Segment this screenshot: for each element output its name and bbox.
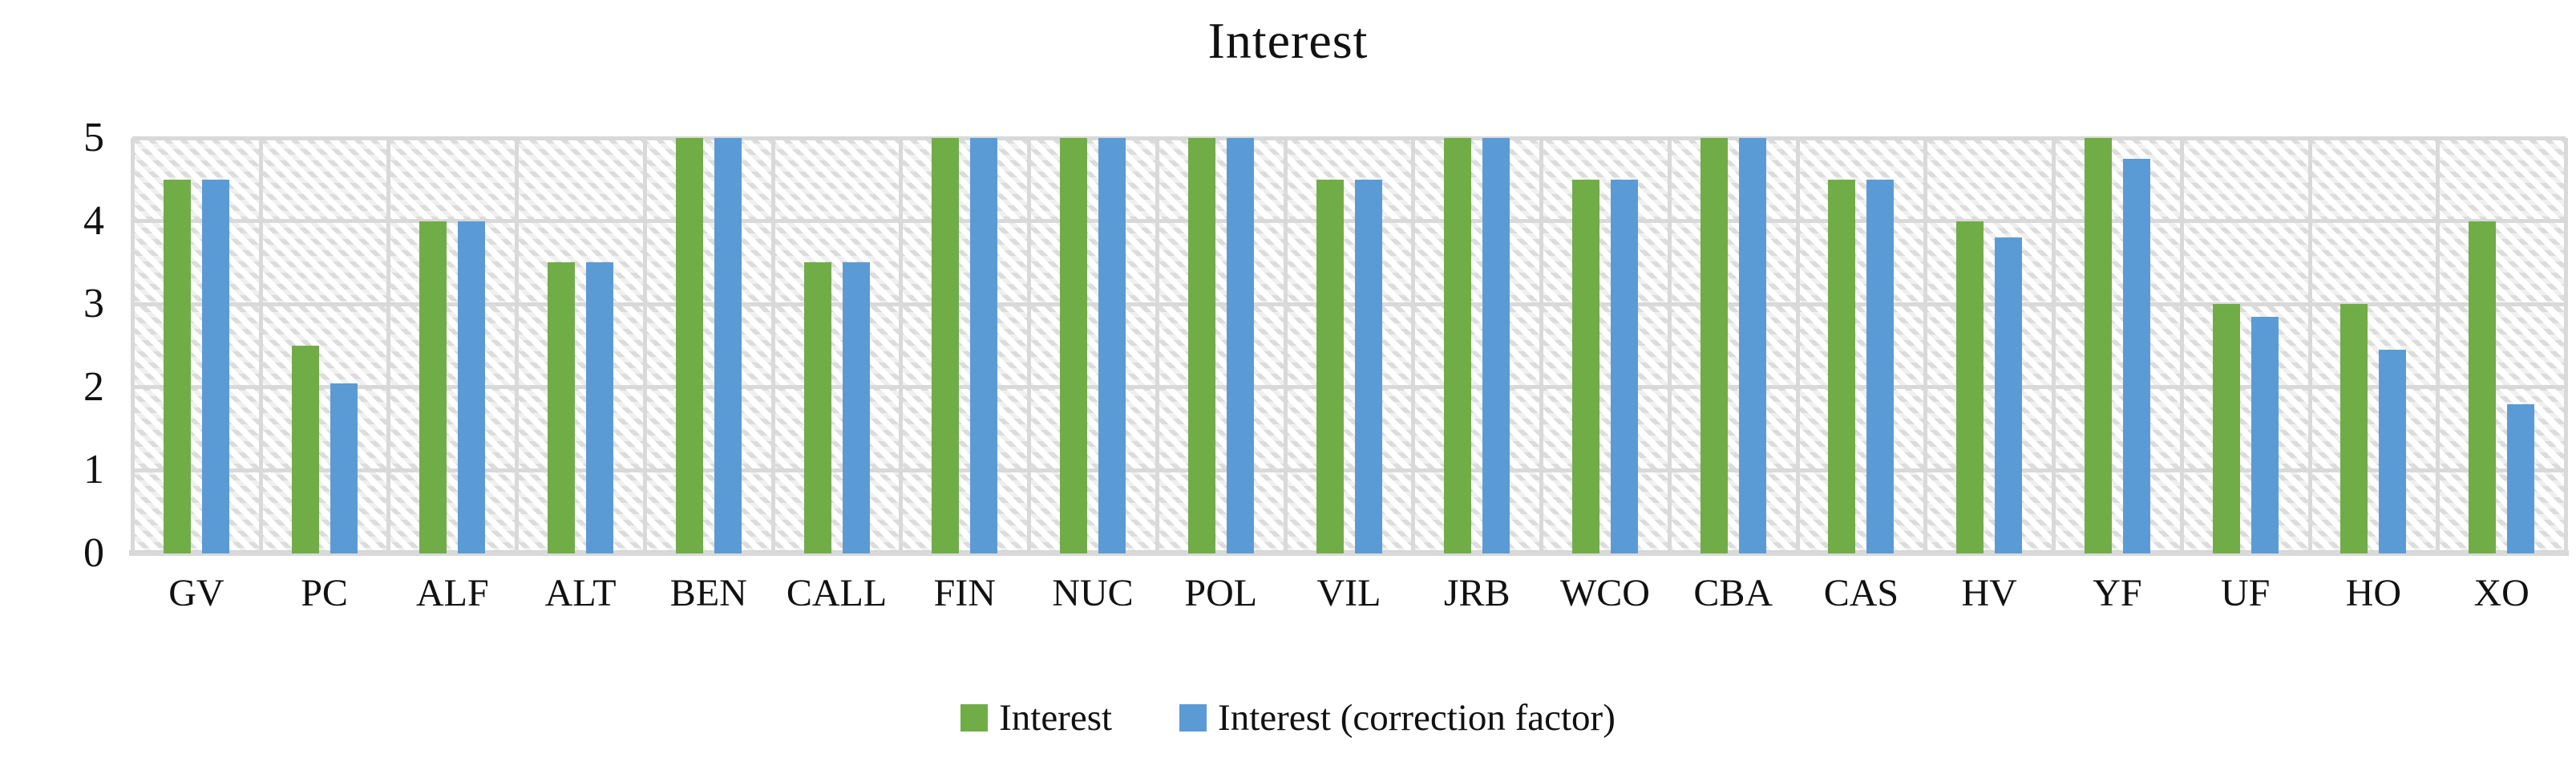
x-label-JRB: JRB bbox=[1443, 572, 1510, 614]
bar-interest-GV bbox=[163, 179, 191, 553]
gridline-v-19 bbox=[2563, 138, 2568, 553]
bar-interest-YF bbox=[2084, 138, 2112, 553]
gridline-h-0 bbox=[132, 551, 2566, 556]
bar-correction-PC bbox=[330, 383, 358, 553]
gridline-v-1 bbox=[258, 138, 263, 553]
gridline-v-11 bbox=[1539, 138, 1543, 553]
bar-correction-CAS bbox=[1866, 179, 1895, 553]
y-tick-label-2: 2 bbox=[83, 363, 104, 410]
bar-interest-ALF bbox=[419, 221, 447, 553]
bar-correction-CBA bbox=[1738, 138, 1766, 553]
bar-correction-BEN bbox=[714, 138, 742, 553]
x-label-CBA: CBA bbox=[1693, 572, 1773, 614]
gridline-v-16 bbox=[2179, 138, 2184, 553]
gridline-v-2 bbox=[386, 138, 390, 553]
legend-swatch-icon bbox=[960, 704, 989, 732]
bar-interest-CALL bbox=[803, 262, 831, 553]
gridline-v-17 bbox=[2307, 138, 2312, 553]
bar-correction-JRB bbox=[1482, 138, 1510, 553]
bar-interest-CAS bbox=[1828, 179, 1856, 553]
bar-interest-UF bbox=[2212, 304, 2240, 553]
x-label-CAS: CAS bbox=[1823, 572, 1899, 614]
y-tick-label-1: 1 bbox=[83, 447, 104, 493]
x-label-WCO: WCO bbox=[1559, 572, 1650, 614]
bar-correction-NUC bbox=[1098, 138, 1126, 553]
gridline-v-15 bbox=[2051, 138, 2056, 553]
bar-correction-ALF bbox=[458, 221, 486, 553]
gridline-h-4 bbox=[132, 219, 2566, 224]
bar-correction-WCO bbox=[1610, 179, 1638, 553]
legend: Interest Interest (correction factor) bbox=[0, 696, 2576, 740]
gridline-v-14 bbox=[1923, 138, 1927, 553]
gridline-v-0 bbox=[130, 138, 135, 553]
y-tick-label-3: 3 bbox=[83, 281, 104, 327]
bar-correction-POL bbox=[1226, 138, 1254, 553]
gridline-h-3 bbox=[132, 302, 2566, 306]
gridline-v-4 bbox=[642, 138, 647, 553]
bar-interest-NUC bbox=[1060, 138, 1088, 553]
gridline-h-5 bbox=[132, 136, 2566, 140]
gridline-v-10 bbox=[1410, 138, 1415, 553]
y-tick-label-0: 0 bbox=[83, 530, 104, 576]
bar-interest-CBA bbox=[1700, 138, 1728, 553]
gridline-h-1 bbox=[132, 468, 2566, 472]
plot-area bbox=[129, 136, 2569, 556]
x-label-FIN: FIN bbox=[933, 572, 996, 614]
legend-label: Interest (correction factor) bbox=[1218, 697, 1616, 739]
bar-correction-UF bbox=[2250, 316, 2279, 553]
x-label-HO: HO bbox=[2345, 572, 2402, 614]
x-label-PC: PC bbox=[301, 572, 348, 614]
legend-item-correction-factor: Interest (correction factor) bbox=[1179, 696, 1616, 740]
gridline-v-12 bbox=[1667, 138, 1672, 553]
bar-interest-HV bbox=[1956, 221, 1984, 553]
gridline-v-18 bbox=[2435, 138, 2440, 553]
bar-correction-ALT bbox=[586, 262, 614, 553]
bar-correction-VIL bbox=[1354, 179, 1382, 553]
legend-item-interest: Interest bbox=[960, 696, 1112, 740]
y-tick-label-4: 4 bbox=[83, 197, 104, 244]
bar-correction-GV bbox=[201, 179, 229, 553]
gridline-v-3 bbox=[514, 138, 519, 553]
chart-title: Interest bbox=[1207, 12, 1369, 69]
bar-interest-PC bbox=[291, 346, 319, 553]
x-label-UF: UF bbox=[2220, 572, 2271, 614]
bar-interest-WCO bbox=[1571, 179, 1599, 553]
bar-correction-CALL bbox=[842, 262, 870, 553]
bar-interest-FIN bbox=[932, 138, 960, 553]
bar-correction-XO bbox=[2507, 403, 2535, 553]
x-label-NUC: NUC bbox=[1052, 572, 1134, 614]
bar-correction-HO bbox=[2379, 350, 2407, 553]
gridline-h-2 bbox=[132, 385, 2566, 390]
bar-interest-ALT bbox=[548, 262, 576, 553]
x-label-YF: YF bbox=[2093, 572, 2142, 614]
bar-interest-POL bbox=[1187, 138, 1215, 553]
bar-interest-BEN bbox=[675, 138, 703, 553]
bar-interest-HO bbox=[2340, 304, 2368, 553]
bar-interest-VIL bbox=[1316, 179, 1344, 553]
x-label-BEN: BEN bbox=[669, 572, 747, 614]
gridline-v-8 bbox=[1155, 138, 1159, 553]
bar-correction-FIN bbox=[970, 138, 998, 553]
bar-correction-HV bbox=[1995, 237, 2023, 553]
legend-swatch-icon bbox=[1179, 704, 1207, 732]
bar-interest-XO bbox=[2469, 221, 2497, 553]
x-label-XO: XO bbox=[2473, 572, 2529, 614]
x-label-CALL: CALL bbox=[786, 572, 888, 614]
gridline-v-7 bbox=[1026, 138, 1031, 553]
y-tick-label-5: 5 bbox=[83, 115, 104, 160]
legend-label: Interest bbox=[999, 697, 1113, 739]
gridline-v-9 bbox=[1283, 138, 1288, 553]
gridline-v-13 bbox=[1795, 138, 1800, 553]
x-label-ALF: ALF bbox=[415, 572, 489, 614]
x-label-VIL: VIL bbox=[1316, 572, 1381, 614]
bar-correction-YF bbox=[2122, 158, 2150, 553]
x-label-POL: POL bbox=[1184, 572, 1258, 614]
x-label-ALT: ALT bbox=[544, 572, 617, 614]
gridline-v-6 bbox=[898, 138, 903, 553]
gridline-v-5 bbox=[770, 138, 775, 553]
x-label-GV: GV bbox=[168, 572, 224, 614]
x-label-HV: HV bbox=[1961, 572, 2017, 614]
bar-interest-JRB bbox=[1444, 138, 1472, 553]
